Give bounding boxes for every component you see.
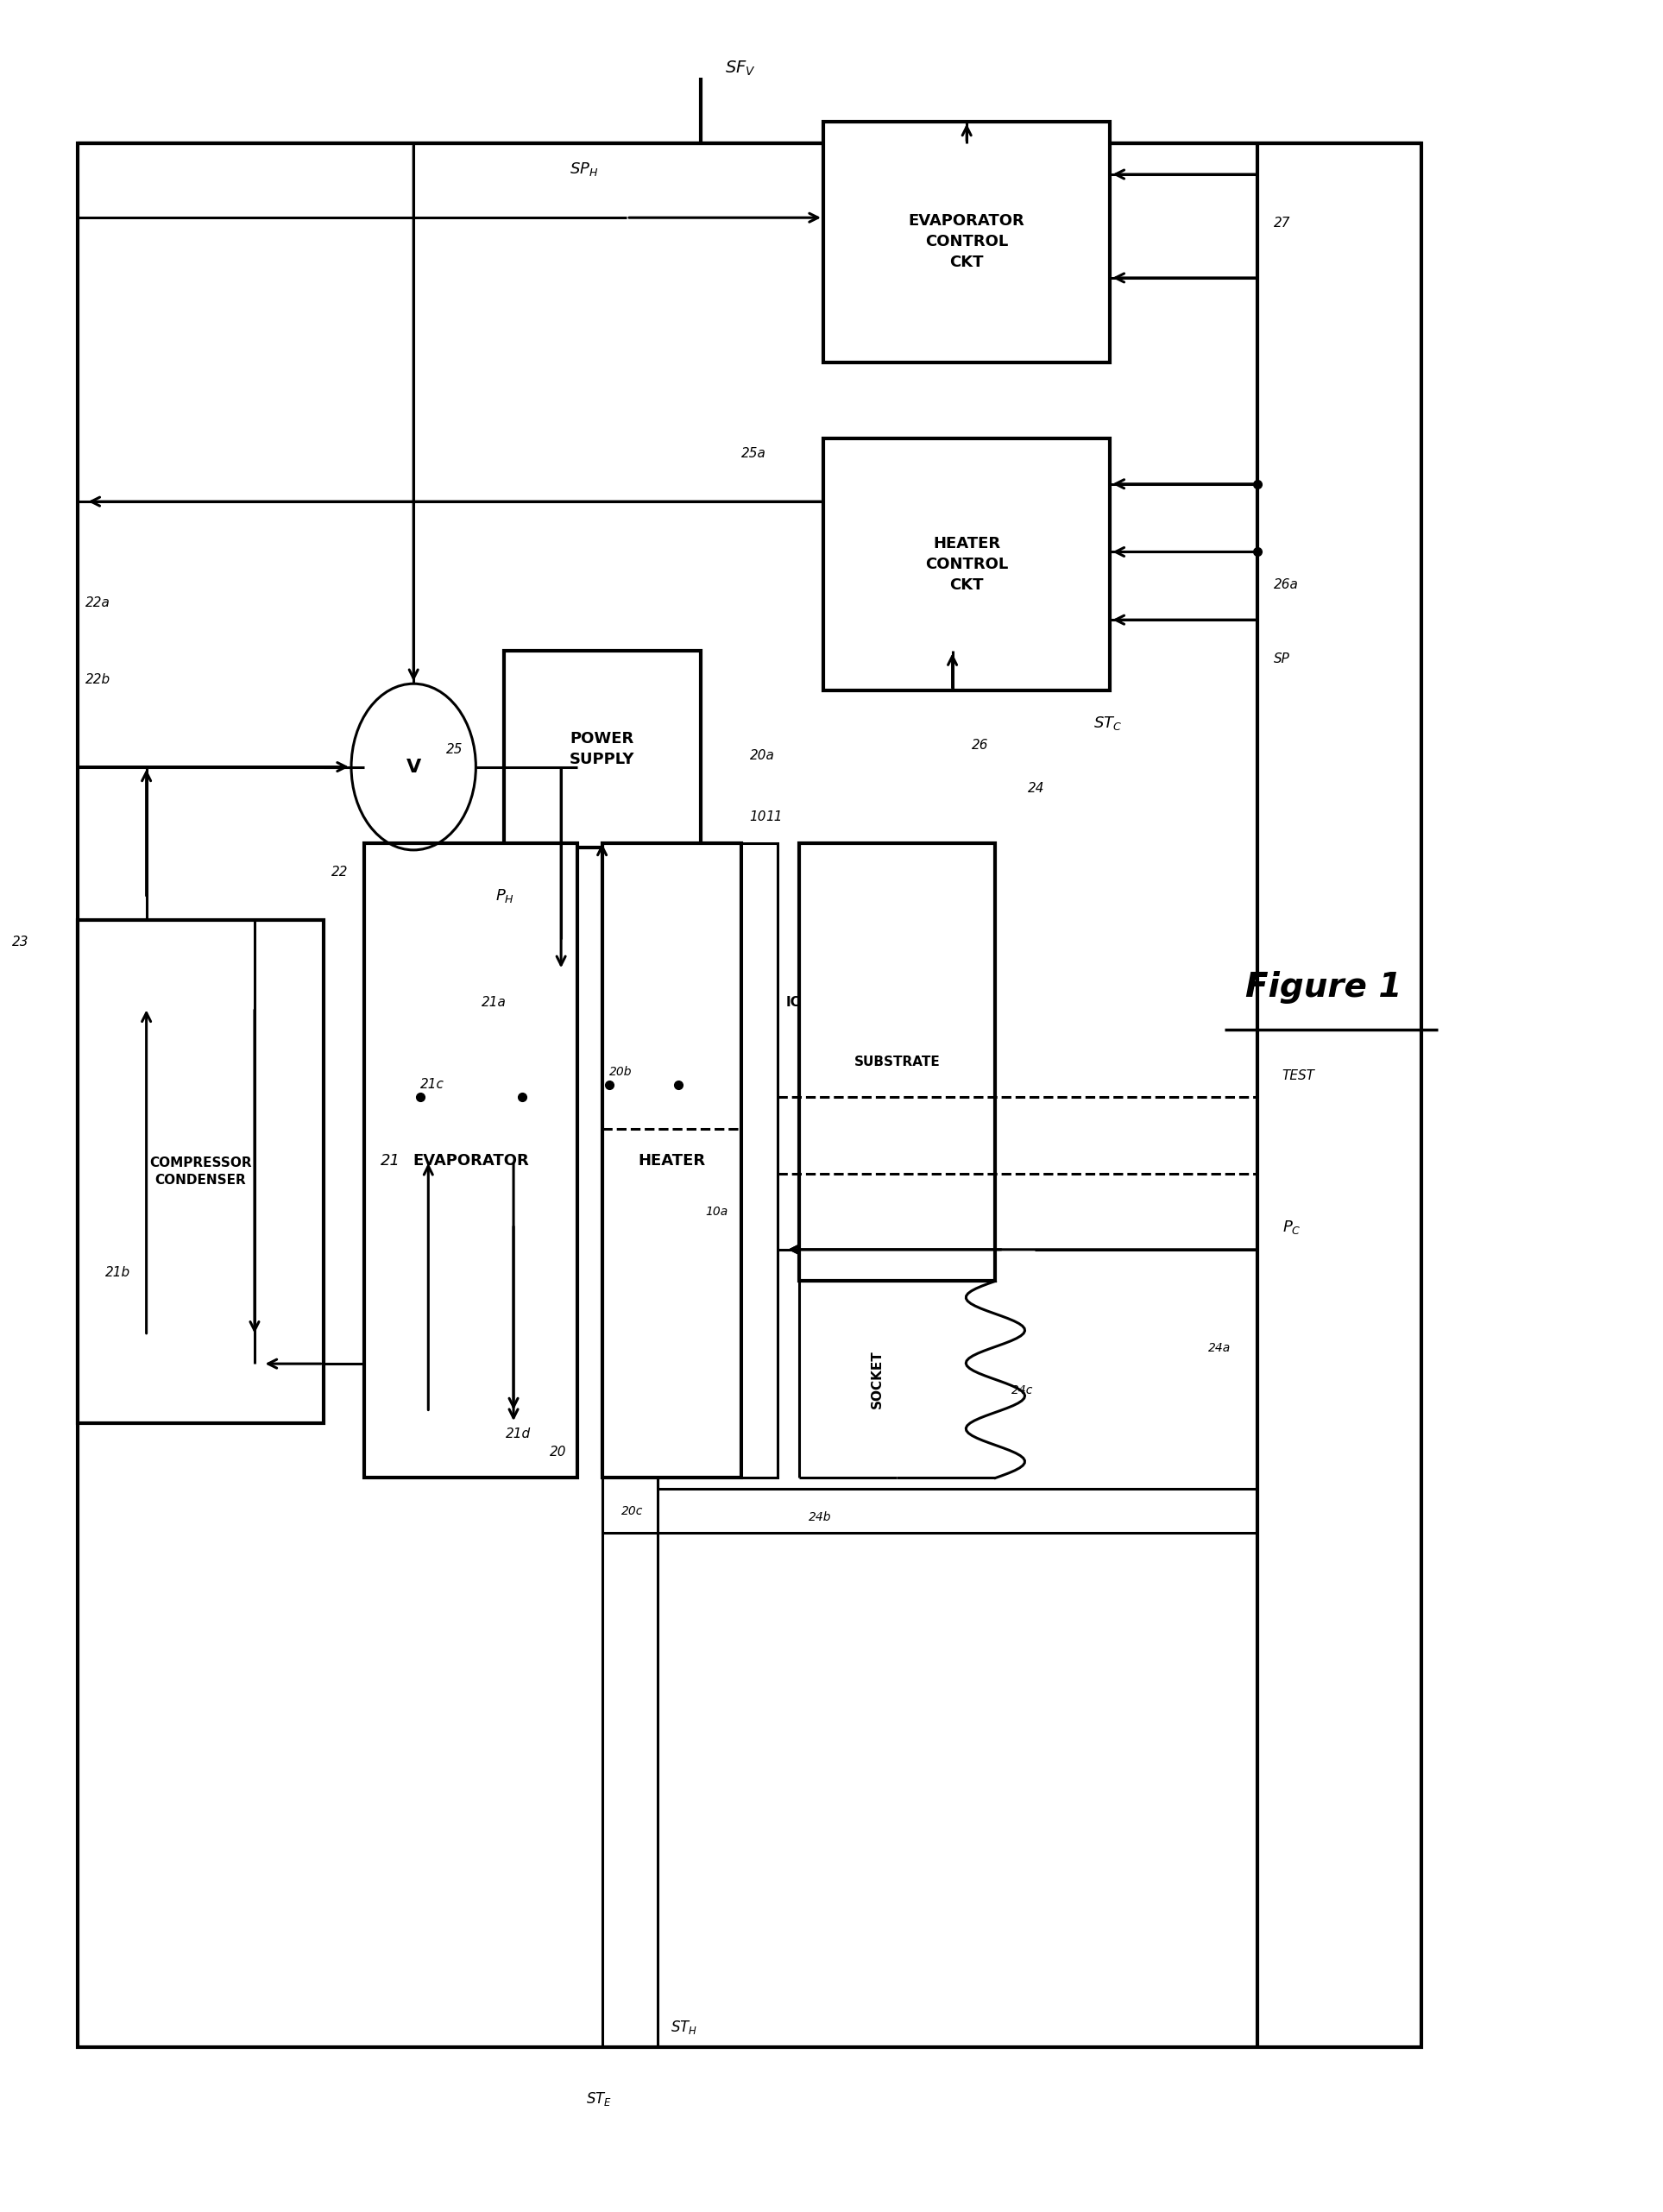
Text: 21a: 21a — [482, 995, 507, 1009]
Text: Figure 1: Figure 1 — [1246, 971, 1402, 1004]
Text: SP: SP — [1274, 653, 1290, 666]
Text: $ST_C$: $ST_C$ — [1094, 714, 1123, 732]
Text: HEATER: HEATER — [639, 1152, 705, 1168]
Text: $P_C$: $P_C$ — [1282, 1219, 1300, 1237]
Bar — [742, 843, 777, 1478]
Bar — [823, 122, 1111, 363]
Text: 25: 25 — [446, 743, 464, 757]
Text: 20c: 20c — [622, 1504, 644, 1517]
Text: 20a: 20a — [750, 750, 775, 763]
Bar — [823, 438, 1111, 690]
Bar — [602, 843, 742, 1478]
Bar — [78, 920, 323, 1422]
Text: EVAPORATOR
CONTROL
CKT: EVAPORATOR CONTROL CKT — [908, 215, 1024, 270]
Text: SOCKET: SOCKET — [871, 1349, 883, 1409]
Text: $ST_E$: $ST_E$ — [585, 2090, 612, 2108]
Text: 21c: 21c — [421, 1077, 444, 1091]
Text: POWER
SUPPLY: POWER SUPPLY — [569, 732, 635, 768]
Text: 23: 23 — [12, 936, 28, 949]
Text: 20b: 20b — [609, 1066, 632, 1077]
Text: 11: 11 — [767, 812, 783, 823]
Text: 24: 24 — [1028, 783, 1044, 794]
Text: EVAPORATOR: EVAPORATOR — [412, 1152, 529, 1168]
Bar — [78, 144, 1422, 2046]
Text: 27: 27 — [1274, 217, 1290, 230]
Text: $P_H$: $P_H$ — [496, 887, 514, 905]
Text: 24c: 24c — [1011, 1385, 1034, 1396]
Text: 10a: 10a — [705, 1206, 728, 1217]
Text: IC: IC — [785, 995, 800, 1009]
Text: HEATER
CONTROL
CKT: HEATER CONTROL CKT — [925, 535, 1008, 593]
Bar — [364, 843, 577, 1478]
Text: $ST_H$: $ST_H$ — [670, 2020, 698, 2035]
Text: 26a: 26a — [1274, 577, 1299, 591]
Text: 26: 26 — [973, 739, 989, 752]
Text: 21b: 21b — [105, 1265, 131, 1279]
Bar — [798, 843, 996, 1281]
Text: SUBSTRATE: SUBSTRATE — [855, 1055, 940, 1068]
Text: 10: 10 — [750, 812, 767, 823]
Text: $SF_V$: $SF_V$ — [725, 60, 755, 77]
Text: COMPRESSOR
CONDENSER: COMPRESSOR CONDENSER — [150, 1157, 251, 1186]
Text: 22a: 22a — [86, 597, 111, 608]
Text: $SP_H$: $SP_H$ — [569, 161, 599, 179]
Text: 22: 22 — [331, 865, 349, 878]
Text: 20: 20 — [549, 1444, 567, 1458]
Text: 25a: 25a — [742, 447, 767, 460]
Text: 21d: 21d — [506, 1427, 530, 1440]
Text: 22b: 22b — [86, 672, 111, 686]
Text: 24a: 24a — [1209, 1343, 1231, 1354]
Text: TEST: TEST — [1282, 1068, 1315, 1082]
Bar — [504, 650, 700, 847]
Text: 24b: 24b — [808, 1511, 832, 1524]
Text: V: V — [406, 759, 421, 776]
Text: 21: 21 — [381, 1152, 401, 1168]
